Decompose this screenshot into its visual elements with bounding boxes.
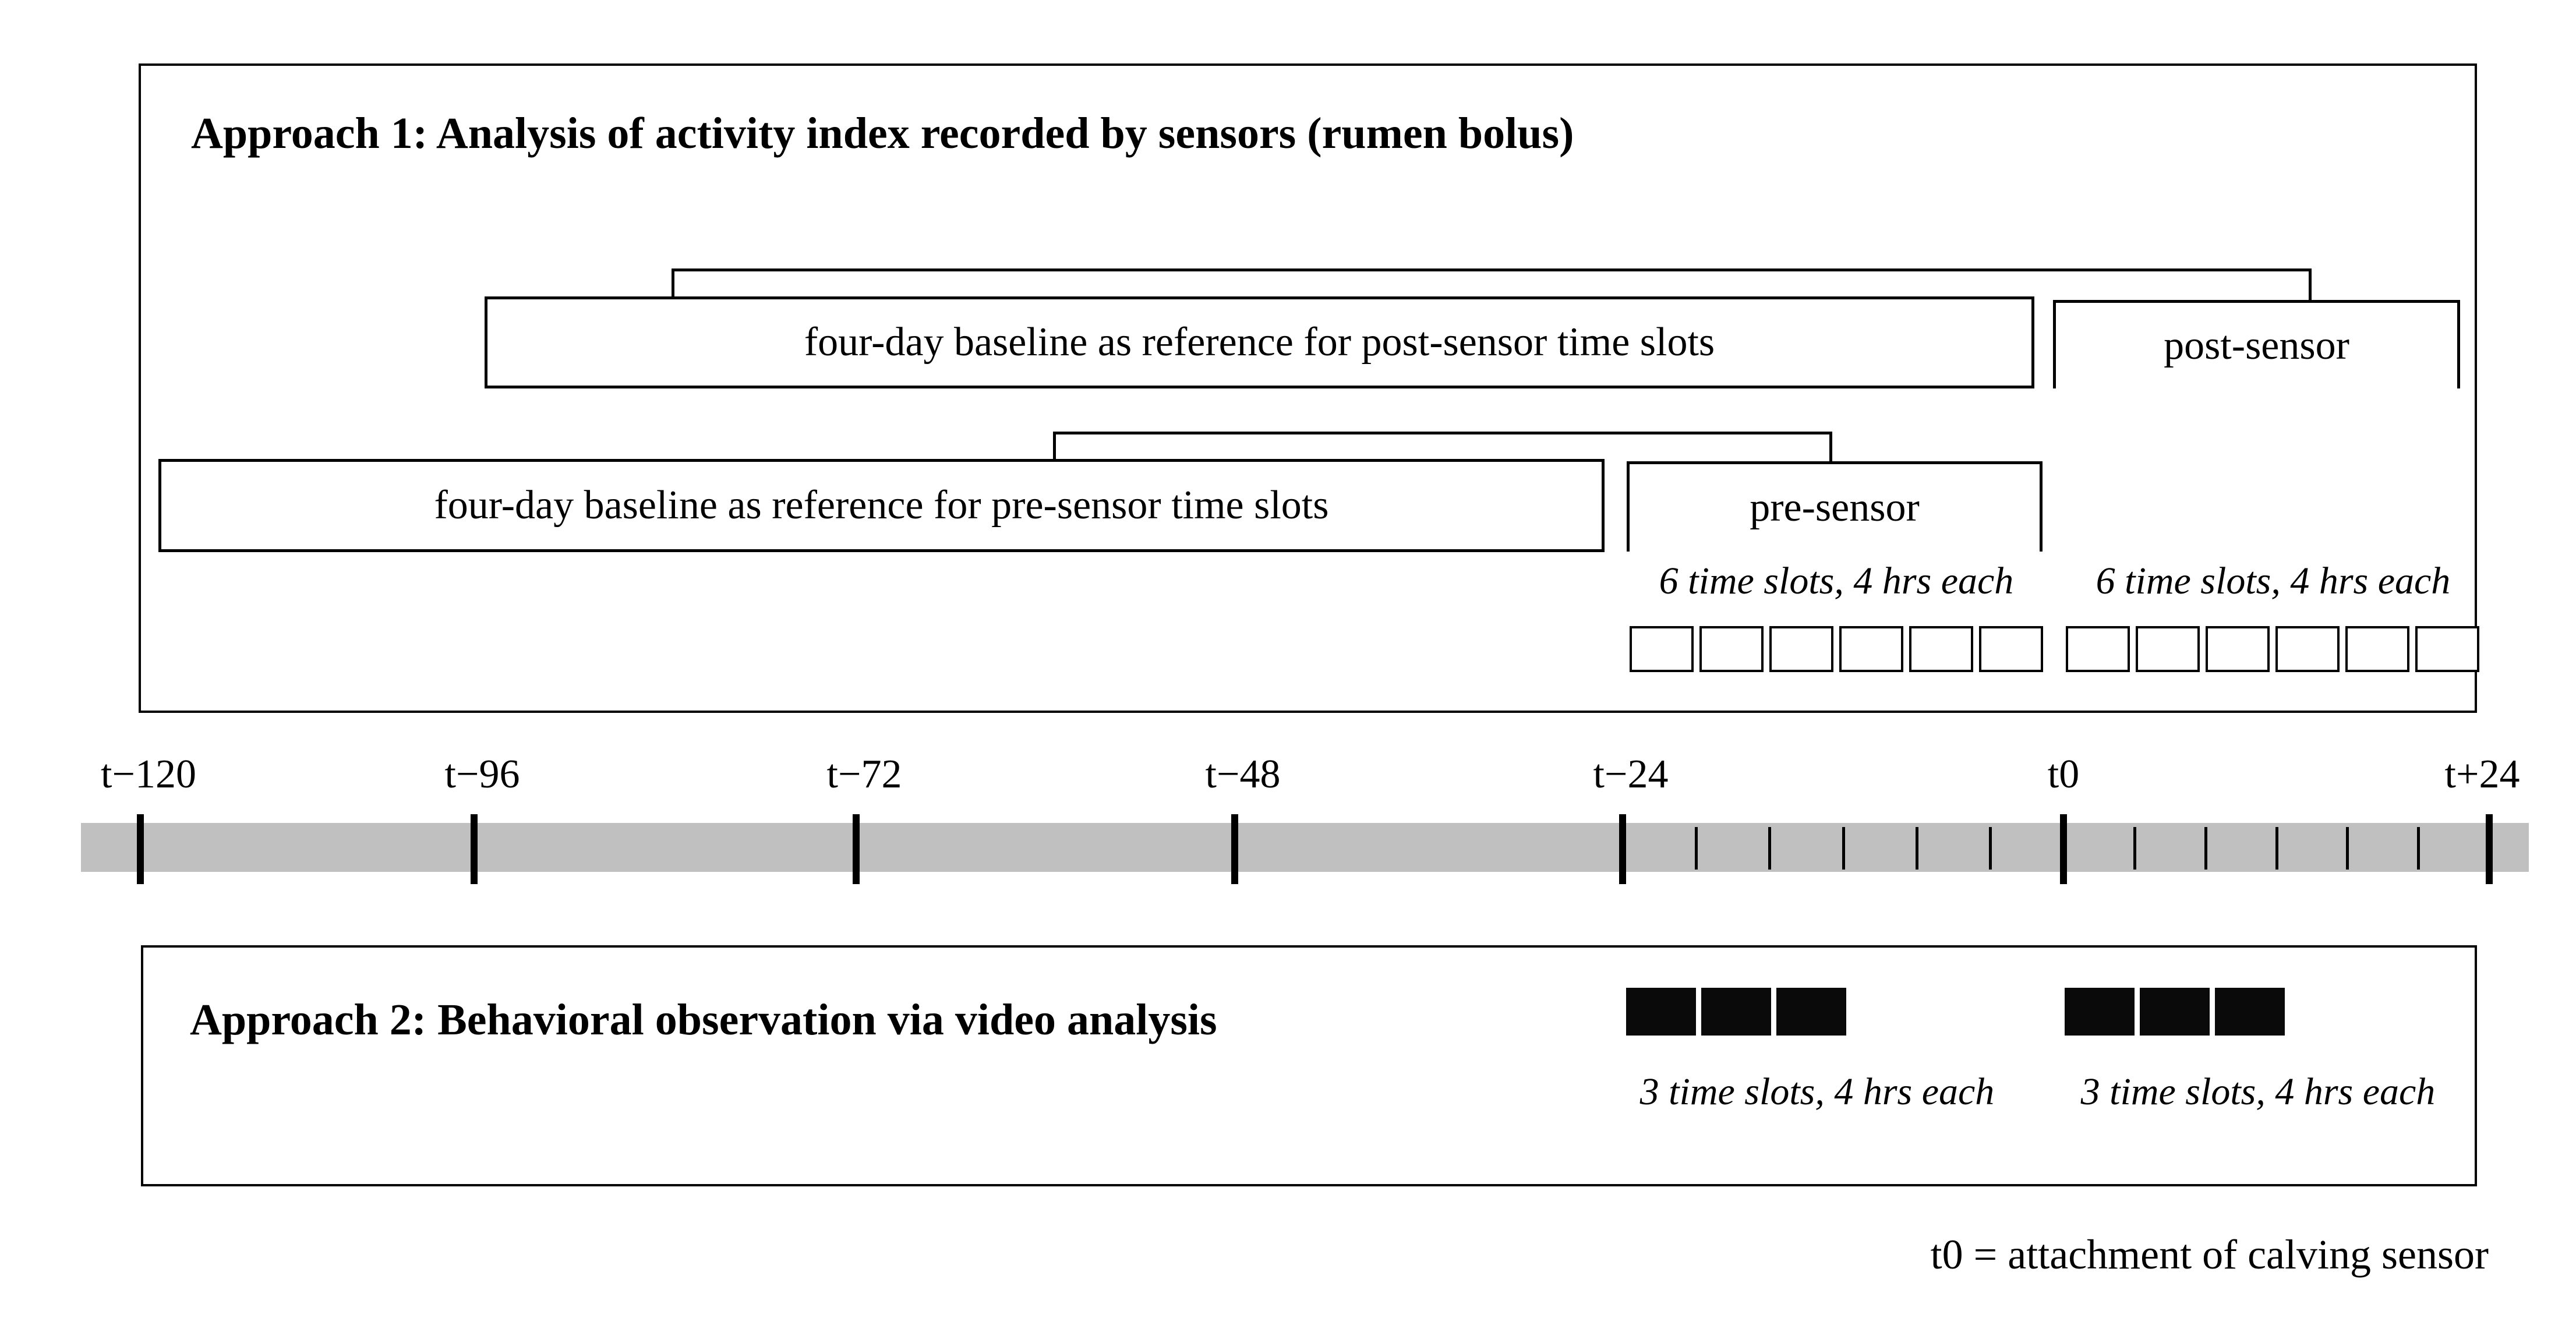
minor-tick [2204,827,2207,870]
pre-bracket-left-drop [1053,432,1056,460]
post-sensor-slot [2066,626,2130,672]
video-post-slot-row [2065,988,2285,1036]
pre-sensor-slot [1979,626,2043,672]
tick-label-t-48: t−48 [1205,752,1281,797]
post-slots-caption: 6 time slots, 4 hrs each [2096,560,2451,602]
major-tick-t-24 [1619,814,1626,884]
approach2-panel [141,945,2477,1186]
video-pre-slot [1776,988,1846,1036]
pre-bracket-right-drop [1829,432,1832,462]
video-pre-slot [1701,988,1771,1036]
minor-tick [1768,827,1771,870]
pre-bracket-horizontal [1054,432,1832,434]
video-pre-slot [1626,988,1696,1036]
video-post-slot [2215,988,2285,1036]
pre-sensor-slot [1839,626,1903,672]
baseline-pre-box: four-day baseline as reference for pre-s… [158,459,1605,552]
tick-label-t-72: t−72 [826,752,902,797]
pre-sensor-slot [1630,626,1694,672]
post-sensor-slot [2136,626,2200,672]
post-sensor-slot [2206,626,2270,672]
post-sensor-slot [2275,626,2340,672]
video-post-slot [2140,988,2210,1036]
baseline-post-box: four-day baseline as reference for post-… [485,296,2034,388]
video-pre-slots-caption: 3 time slots, 4 hrs each [1639,1070,1995,1113]
major-tick-t-96 [471,814,478,884]
footnote-t0-definition: t0 = attachment of calving sensor [1930,1231,2489,1278]
minor-tick [1695,827,1698,870]
pre-sensor-label: pre-sensor [1750,485,1920,530]
pre-sensor-slot [1769,626,1833,672]
minor-tick [1989,827,1992,870]
tick-label-t-24: t−24 [1593,752,1669,797]
timeline-bar [81,823,2529,872]
post-bracket-right-drop [2309,268,2312,301]
post-sensor-slot [2345,626,2409,672]
major-tick-t+24 [2486,814,2493,884]
major-tick-t0 [2060,814,2067,884]
baseline-post-label: four-day baseline as reference for post-… [804,320,1715,365]
post-sensor-box: post-sensor [2053,300,2460,388]
tick-label-t+24: t+24 [2444,752,2520,797]
post-sensor-slot-row [2066,626,2479,672]
approach2-title: Approach 2: Behavioral observation via v… [190,995,1217,1044]
pre-slots-caption: 6 time slots, 4 hrs each [1659,560,2014,602]
tick-label-t-120: t−120 [101,752,196,797]
post-sensor-slot [2415,626,2479,672]
baseline-pre-label: four-day baseline as reference for pre-s… [434,483,1329,528]
approach1-title: Approach 1: Analysis of activity index r… [191,109,1574,158]
post-bracket-horizontal [672,268,2312,271]
post-sensor-label: post-sensor [2164,323,2349,368]
major-tick-t-48 [1231,814,1238,884]
minor-tick [1842,827,1845,870]
video-post-slots-caption: 3 time slots, 4 hrs each [2080,1070,2436,1113]
video-pre-slot-row [1626,988,1846,1036]
major-tick-t-120 [137,814,144,884]
major-tick-t-72 [853,814,860,884]
pre-sensor-slot [1909,626,1973,672]
pre-sensor-box: pre-sensor [1627,461,2043,552]
minor-tick [2346,827,2349,870]
minor-tick [2133,827,2136,870]
pre-sensor-slot [1699,626,1764,672]
pre-sensor-slot-row [1630,626,2043,672]
minor-tick [2275,827,2278,870]
tick-label-t-96: t−96 [444,752,520,797]
minor-tick [1916,827,1918,870]
tick-label-t0: t0 [2047,752,2080,797]
minor-tick [2417,827,2420,870]
post-bracket-left-drop [672,268,674,298]
video-post-slot [2065,988,2135,1036]
